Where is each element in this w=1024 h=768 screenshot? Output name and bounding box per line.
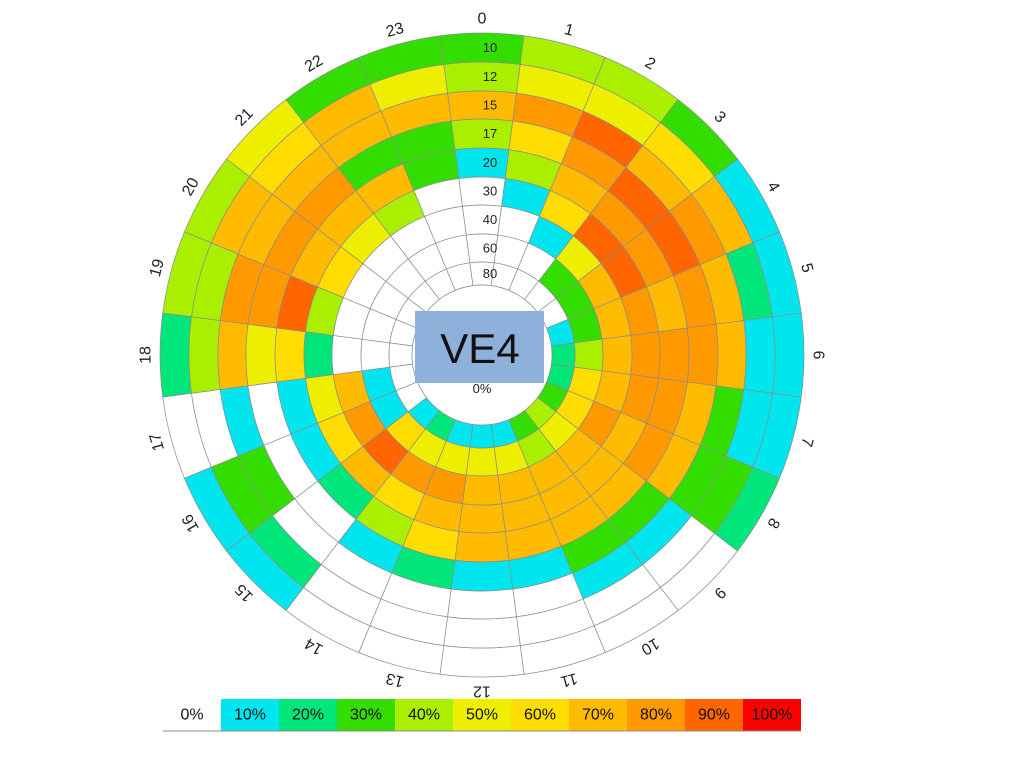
- hour-label-8: 8: [763, 515, 782, 531]
- ring-label-12: 12: [483, 69, 497, 84]
- legend-swatch-6: [511, 699, 569, 731]
- cell-ring-10-hour-18: [159, 312, 192, 398]
- hour-label-14: 14: [302, 634, 326, 658]
- color-legend: 0% 10% 20% 30% 40% 50% 60% 70% 80% 90% 100%: [163, 699, 801, 732]
- ring-label-20: 20: [483, 155, 497, 170]
- legend-label-7: 70%: [582, 707, 614, 724]
- center-label: 0%: [473, 381, 492, 396]
- legend-label-5: 50%: [466, 707, 498, 724]
- legend-label-3: 30%: [350, 707, 382, 724]
- legend-swatch-0: [163, 699, 221, 731]
- hour-label-19: 19: [147, 257, 168, 279]
- legend-swatch-5: [453, 699, 511, 731]
- hour-label-3: 3: [710, 108, 728, 126]
- ring-label-40: 40: [483, 212, 497, 227]
- cell-ring-40-hour-6: [601, 335, 633, 375]
- legend-label-10: 100%: [752, 707, 793, 724]
- hour-label-2: 2: [642, 54, 658, 73]
- cell-ring-20-hour-18: [274, 327, 306, 383]
- hour-label-15: 15: [232, 580, 257, 605]
- legend-label-8: 80%: [640, 707, 672, 724]
- cell-ring-17-hour-6: [686, 323, 719, 387]
- legend-label-6: 60%: [524, 707, 556, 724]
- cell-ring-30-hour-6: [630, 331, 661, 379]
- cell-ring-10-hour-6: [772, 312, 805, 398]
- legend-label-1: 10%: [234, 707, 266, 724]
- hour-label-5: 5: [797, 262, 816, 275]
- legend-swatch-10: [743, 699, 801, 731]
- title-box: VE4: [415, 311, 544, 383]
- ring-label-80: 80: [483, 266, 497, 281]
- cell-ring-12-hour-12: [443, 616, 521, 649]
- cell-ring-60-hour-18: [360, 338, 391, 372]
- hour-label-0: 0: [478, 11, 487, 28]
- ring-label-60: 60: [483, 241, 497, 256]
- legend-label-4: 40%: [408, 707, 440, 724]
- legend-swatch-4: [395, 699, 453, 731]
- hour-label-21: 21: [232, 105, 257, 130]
- cell-ring-60-hour-12: [465, 446, 499, 477]
- ring-label-10: 10: [483, 40, 497, 55]
- hour-label-12: 12: [473, 683, 491, 700]
- cell-ring-20-hour-6: [658, 327, 690, 383]
- cell-ring-80-hour-12: [469, 424, 495, 449]
- legend-swatch-7: [569, 699, 627, 731]
- cell-ring-30-hour-18: [303, 331, 334, 379]
- cell-ring-60-hour-6: [573, 338, 604, 372]
- ring-label-15: 15: [483, 98, 497, 113]
- cell-ring-80-hour-6: [551, 342, 576, 368]
- hour-label-11: 11: [559, 669, 580, 690]
- cell-ring-40-hour-18: [331, 335, 363, 375]
- hour-label-17: 17: [147, 431, 168, 453]
- hour-label-16: 16: [179, 511, 203, 535]
- ring-label-17: 17: [483, 126, 497, 141]
- hour-label-20: 20: [179, 175, 203, 199]
- ring-labels: 10 12 15 17 20 30 40 60 80: [483, 40, 497, 281]
- cell-ring-40-hour-12: [462, 474, 502, 506]
- cell-ring-15-hour-6: [715, 320, 747, 390]
- legend-label-9: 90%: [698, 707, 730, 724]
- chart-title: VE4: [440, 325, 519, 372]
- hour-label-7: 7: [797, 435, 816, 448]
- legend-label-2: 20%: [292, 707, 324, 724]
- cell-ring-12-hour-6: [743, 316, 776, 394]
- hour-label-18: 18: [138, 346, 155, 364]
- legend-swatch-1: [221, 699, 279, 731]
- legend-label-0: 0%: [180, 707, 203, 724]
- cell-ring-17-hour-18: [245, 323, 278, 387]
- cell-ring-30-hour-12: [458, 503, 506, 534]
- hour-label-1: 1: [562, 21, 575, 40]
- cell-ring-12-hour-18: [188, 316, 221, 394]
- cell-ring-10-hour-12: [439, 645, 525, 678]
- cell-ring-20-hour-12: [454, 531, 510, 563]
- hour-label-6: 6: [810, 351, 827, 360]
- legend-swatch-9: [685, 699, 743, 731]
- hour-label-13: 13: [384, 669, 406, 690]
- cell-ring-80-hour-18: [388, 342, 413, 368]
- legend-swatch-8: [627, 699, 685, 731]
- cell-ring-15-hour-18: [217, 320, 249, 390]
- hour-label-9: 9: [710, 583, 728, 601]
- cell-ring-15-hour-12: [447, 588, 517, 620]
- cell-ring-17-hour-12: [450, 559, 514, 592]
- hour-label-10: 10: [638, 634, 662, 658]
- ring-label-30: 30: [483, 184, 497, 199]
- hour-label-22: 22: [302, 52, 326, 76]
- legend-swatch-3: [337, 699, 395, 731]
- legend-swatch-2: [279, 699, 337, 731]
- hour-label-23: 23: [384, 20, 406, 41]
- heatmap-cells: [159, 32, 805, 678]
- hour-label-4: 4: [763, 179, 782, 195]
